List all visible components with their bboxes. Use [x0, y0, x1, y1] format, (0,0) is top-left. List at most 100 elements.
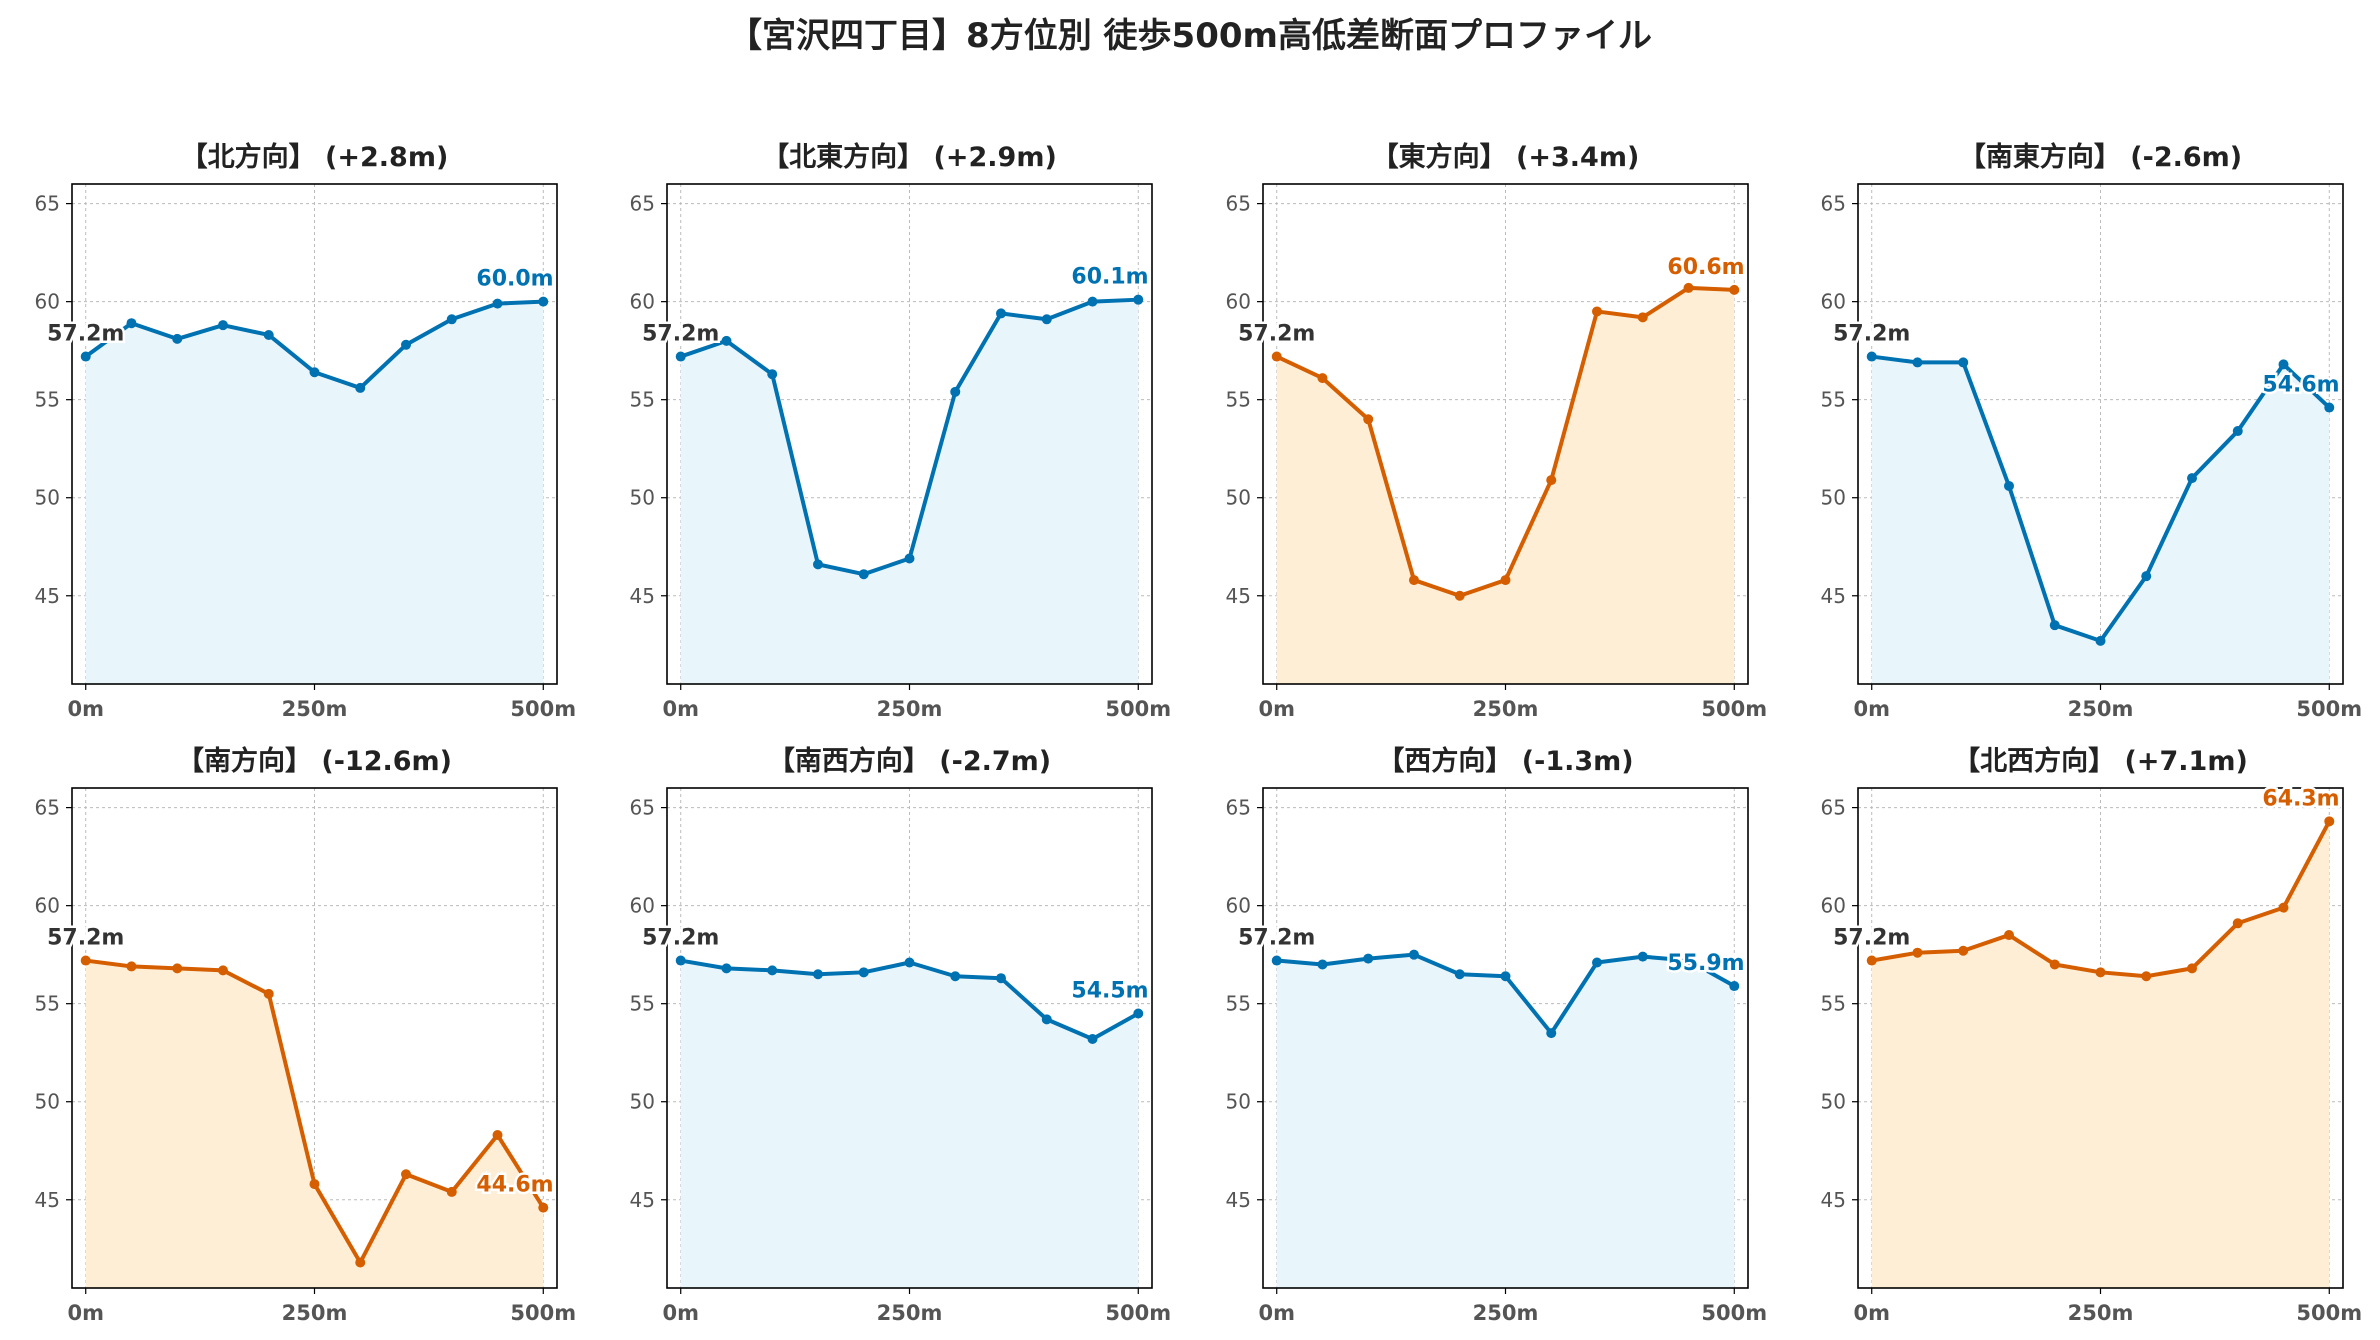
- x-tick-label: 500m: [1105, 1301, 1171, 1325]
- data-point: [172, 333, 183, 344]
- y-tick-label: 55: [630, 388, 655, 412]
- x-tick-label: 250m: [2068, 697, 2134, 721]
- data-point: [401, 1169, 412, 1180]
- data-point: [2095, 635, 2106, 646]
- data-point: [538, 296, 549, 307]
- data-point: [1454, 969, 1465, 980]
- y-tick-label: 45: [1226, 1188, 1251, 1212]
- y-tick-label: 60: [630, 894, 655, 918]
- data-point: [1087, 296, 1098, 307]
- data-point: [996, 308, 1007, 319]
- end-value-label: 60.6m: [1667, 255, 1744, 280]
- data-point: [1958, 945, 1969, 956]
- start-value-label: 57.2m: [47, 322, 124, 347]
- subplot-title: 【西方向】 (-1.3m): [1377, 745, 1633, 777]
- y-tick-label: 65: [1821, 192, 1846, 216]
- data-point: [1363, 414, 1374, 425]
- data-point: [721, 963, 732, 974]
- subplot-title: 【北東方向】 (+2.9m): [762, 141, 1057, 173]
- data-point: [263, 988, 274, 999]
- data-point: [309, 367, 320, 378]
- y-tick-label: 65: [35, 796, 60, 820]
- x-tick-label: 500m: [2296, 697, 2362, 721]
- subplot-title: 【南方向】 (-12.6m): [177, 745, 452, 777]
- data-point: [950, 971, 961, 982]
- end-value-label: 44.6m: [476, 1173, 553, 1198]
- x-tick-label: 500m: [1701, 697, 1767, 721]
- data-point: [1408, 949, 1419, 960]
- y-tick-label: 45: [1226, 584, 1251, 608]
- elevation-fill: [680, 299, 1139, 684]
- y-tick-label: 45: [630, 1188, 655, 1212]
- data-point: [858, 967, 869, 978]
- end-value-label: 54.6m: [2262, 373, 2339, 398]
- x-tick-label: 250m: [1473, 697, 1539, 721]
- data-point: [904, 553, 915, 564]
- data-point: [675, 351, 686, 362]
- data-point: [2049, 959, 2060, 970]
- data-point: [767, 369, 778, 380]
- data-point: [1271, 351, 1282, 362]
- y-tick-label: 65: [1821, 796, 1846, 820]
- elevation-fill: [1276, 954, 1735, 1288]
- data-point: [2278, 359, 2289, 370]
- y-tick-label: 55: [1226, 992, 1251, 1016]
- data-point: [2278, 902, 2289, 913]
- data-point: [126, 961, 137, 972]
- data-point: [2049, 620, 2060, 631]
- y-tick-label: 60: [1821, 894, 1846, 918]
- data-point: [2232, 918, 2243, 929]
- subplot-title: 【東方向】 (+3.4m): [1372, 141, 1640, 173]
- y-tick-label: 65: [35, 192, 60, 216]
- data-point: [1637, 951, 1648, 962]
- subplot-title: 【南西方向】 (-2.7m): [768, 745, 1051, 777]
- start-value-label: 57.2m: [47, 926, 124, 951]
- x-tick-label: 500m: [510, 1301, 576, 1325]
- y-tick-label: 60: [35, 894, 60, 918]
- data-point: [263, 329, 274, 340]
- figure-title: 【宮沢四丁目】8方位別 徒歩500m高低差断面プロファイル: [728, 16, 1652, 56]
- x-tick-label: 500m: [1701, 1301, 1767, 1325]
- data-point: [1637, 312, 1648, 323]
- data-point: [1912, 357, 1923, 368]
- y-tick-label: 45: [1821, 1188, 1846, 1212]
- data-point: [1866, 351, 1877, 362]
- data-point: [1317, 373, 1328, 384]
- data-point: [996, 973, 1007, 984]
- subplot-5: 【南方向】 (-12.6m) 45 50 55 60 65 0m 250m 500m 57.2m 4…: [35, 745, 577, 1325]
- y-tick-label: 50: [35, 486, 60, 510]
- subplot-4: 【南東方向】 (-2.6m) 45 50 55 60 65 0m 250m 500m 57.2m 5…: [1821, 141, 2363, 721]
- y-tick-label: 60: [35, 290, 60, 314]
- data-point: [2095, 967, 2106, 978]
- elevation-fill: [85, 960, 544, 1288]
- data-point: [2187, 963, 2198, 974]
- x-tick-label: 0m: [1258, 697, 1295, 721]
- data-point: [2003, 480, 2014, 491]
- end-value-label: 60.1m: [1071, 265, 1148, 290]
- data-point: [1041, 314, 1052, 325]
- data-point: [2187, 473, 2198, 484]
- y-tick-label: 50: [630, 486, 655, 510]
- data-point: [1729, 284, 1740, 295]
- y-tick-label: 60: [1821, 290, 1846, 314]
- x-tick-label: 250m: [877, 697, 943, 721]
- y-tick-label: 50: [1821, 1090, 1846, 1114]
- data-point: [446, 314, 457, 325]
- x-tick-label: 0m: [662, 1301, 699, 1325]
- y-tick-label: 60: [1226, 290, 1251, 314]
- subplot-3: 【東方向】 (+3.4m) 45 50 55 60 65 0m 250m 500m 57.2m 60…: [1226, 141, 1768, 721]
- data-point: [812, 559, 823, 570]
- y-tick-label: 55: [1821, 388, 1846, 412]
- x-tick-label: 250m: [282, 1301, 348, 1325]
- data-point: [1133, 1008, 1144, 1019]
- data-point: [1958, 357, 1969, 368]
- data-point: [2232, 426, 2243, 437]
- data-point: [2324, 816, 2335, 827]
- data-point: [1866, 955, 1877, 966]
- y-tick-label: 65: [1226, 796, 1251, 820]
- data-point: [1133, 294, 1144, 305]
- subplot-title: 【南東方向】 (-2.6m): [1959, 141, 2242, 173]
- data-point: [812, 969, 823, 980]
- data-point: [126, 318, 137, 329]
- subplot-2: 【北東方向】 (+2.9m) 45 50 55 60 65 0m 250m 500m 57.2m 6…: [630, 141, 1172, 721]
